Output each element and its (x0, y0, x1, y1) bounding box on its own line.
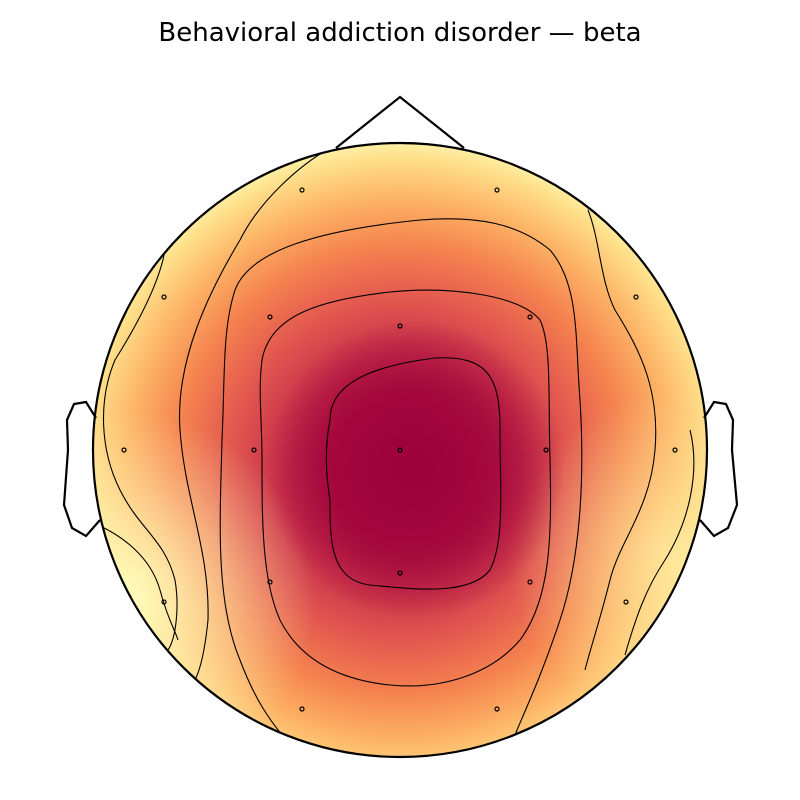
sensor-marker-S12 (672, 447, 678, 453)
contour-line-mid-left (219, 289, 283, 736)
sensor-marker-S17 (623, 599, 629, 605)
sensor-marker-S8 (121, 447, 127, 453)
sensor-marker-S7 (633, 294, 639, 300)
contour-line-far-right (624, 429, 695, 656)
contour-line-mid (234, 218, 583, 736)
right-ear-outline (699, 400, 739, 538)
sensor-marker-S10 (397, 447, 403, 453)
sensor-marker-S1 (299, 187, 305, 193)
sensor-marker-S19 (494, 706, 500, 712)
contour-line-innermost (325, 357, 502, 590)
sensor-marker-S5 (397, 323, 403, 329)
sensor-marker-S18 (299, 706, 305, 712)
contour-lines (97, 147, 695, 736)
left-ear-outline (62, 400, 101, 538)
sensor-marker-S4 (267, 314, 273, 320)
sensor-marker-S14 (267, 579, 273, 585)
contour-line-outer-left (178, 147, 331, 681)
chart-title: Behavioral addiction disorder — beta (158, 18, 642, 48)
sensor-marker-S3 (161, 294, 167, 300)
contour-line-outer-right (584, 209, 657, 671)
sensor-marker-S16 (527, 579, 533, 585)
sensor-marker-S15 (397, 570, 403, 576)
sensor-marker-S13 (161, 599, 167, 605)
nose-outline (335, 95, 465, 149)
contour-line-edge-left (97, 524, 179, 641)
head-outline-group (62, 95, 739, 759)
sensor-markers (121, 187, 678, 712)
sensor-marker-S6 (527, 314, 533, 320)
contour-line-far-left (103, 249, 178, 651)
contour-line-inner (259, 289, 552, 687)
head-outline (91, 141, 709, 759)
topomap-field (93, 143, 707, 757)
field-core (93, 143, 707, 757)
sensor-marker-S9 (251, 447, 257, 453)
sensor-marker-S11 (543, 447, 549, 453)
sensor-marker-S2 (494, 187, 500, 193)
